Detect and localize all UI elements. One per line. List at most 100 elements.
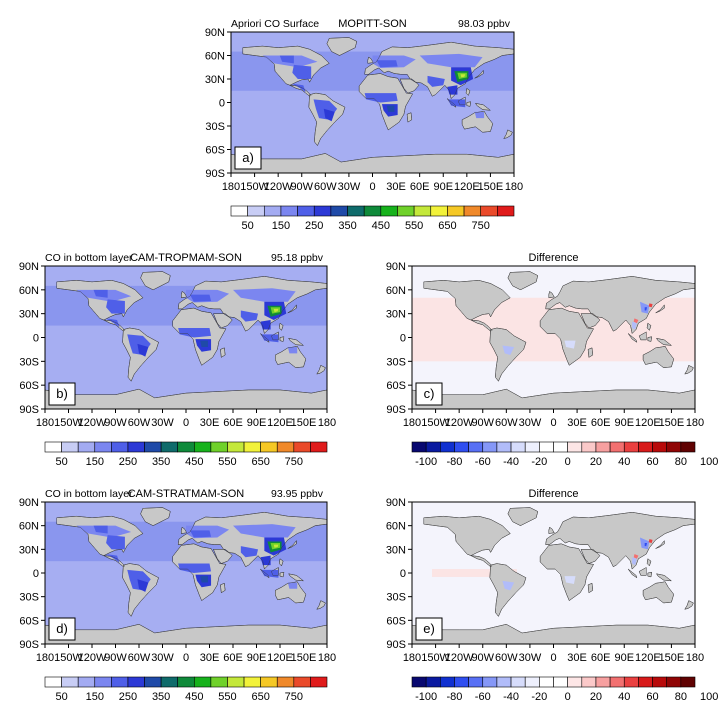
colorbar-swatch — [94, 676, 112, 688]
colorbar-swatch — [44, 676, 62, 688]
lon-tick-label: 120W — [264, 181, 293, 193]
colorbar-swatch — [680, 676, 696, 688]
colorbar-swatch — [347, 205, 365, 217]
colorbar-label: 60 — [646, 691, 658, 703]
lon-tick-label: 120W — [445, 417, 474, 429]
lon-tick-label: 180 — [318, 417, 336, 429]
colorbar-label: 650 — [251, 456, 269, 468]
colorbar-label: 0 — [565, 456, 571, 468]
lat-tick-label: 60N — [386, 521, 406, 533]
colorbar-swatch — [609, 676, 625, 688]
colorbar-swatch — [652, 441, 667, 453]
lat-tick-label: 30S — [19, 592, 39, 604]
lat-tick-label: 0 — [400, 333, 406, 345]
lon-tick-label: 0 — [550, 652, 556, 664]
lat-tick-label: 90S — [19, 404, 39, 416]
colorbar-swatch — [144, 441, 162, 453]
lon-tick-label: 180 — [36, 417, 54, 429]
lat-tick-label: 90N — [386, 261, 406, 273]
colorbar-swatch — [111, 441, 129, 453]
colorbar-label: 550 — [218, 456, 236, 468]
colorbar-label: -100 — [415, 691, 437, 703]
colorbar-swatch — [638, 441, 653, 453]
lon-tick-label: 120E — [267, 417, 293, 429]
lon-tick-label: 90E — [433, 181, 453, 193]
colorbar-label: 20 — [590, 456, 602, 468]
colorbar-swatch — [468, 676, 484, 688]
map-area — [45, 502, 327, 644]
colorbar-swatch — [330, 205, 348, 217]
lon-tick-label: 120W — [78, 417, 107, 429]
colorbar-co: 50 150 250 350 450 550 650 750 — [44, 676, 328, 703]
colorbar-label: 750 — [285, 456, 303, 468]
colorbar-label: 50 — [55, 691, 67, 703]
lon-tick-label: 30E — [200, 417, 220, 429]
colorbar-swatch — [127, 676, 145, 688]
colorbar-label: 150 — [86, 691, 104, 703]
colorbar-swatch — [496, 676, 512, 688]
lat-tick-label: 60S — [19, 380, 39, 392]
colorbar-swatch — [553, 676, 568, 688]
colorbar-swatch — [411, 676, 427, 688]
lon-tick-label: 90W — [104, 417, 127, 429]
lon-tick-label: 60W — [128, 417, 151, 429]
colorbar-swatch — [581, 676, 597, 688]
colorbar-label: 150 — [86, 456, 104, 468]
colorbar-swatch — [425, 676, 441, 688]
colorbar-swatch — [595, 676, 611, 688]
colorbar-swatch — [94, 441, 112, 453]
panel-letter: b) — [56, 386, 68, 401]
colorbar-swatch — [454, 441, 469, 453]
colorbar-label: 350 — [152, 691, 170, 703]
colorbar-label: 350 — [338, 220, 356, 232]
lon-tick-label: 120E — [635, 652, 661, 664]
colorbar-swatch — [666, 441, 682, 453]
panel-title-right: 95.18 ppbv — [271, 252, 324, 264]
lat-tick-label: 0 — [33, 568, 39, 580]
colorbar-label: 550 — [218, 691, 236, 703]
panel-title-left: CO in bottom layer — [45, 252, 133, 264]
lat-tick-label: 90S — [19, 639, 39, 651]
colorbar-label: 250 — [119, 691, 137, 703]
colorbar-swatch — [227, 676, 245, 688]
colorbar-swatch — [539, 441, 554, 453]
colorbar-swatch — [468, 441, 484, 453]
lat-tick-label: 30S — [386, 356, 406, 368]
colorbar-swatch — [111, 676, 129, 688]
colorbar-label: 450 — [185, 456, 203, 468]
colorbar-label: 550 — [405, 220, 423, 232]
colorbar-label: 50 — [242, 220, 254, 232]
colorbar-swatch — [144, 676, 162, 688]
colorbar-swatch — [193, 676, 212, 688]
lon-tick-label: 30E — [567, 652, 587, 664]
colorbar-swatch — [260, 676, 278, 688]
lat-tick-label: 90N — [19, 261, 39, 273]
lat-tick-label: 0 — [219, 98, 225, 110]
colorbar-label: -20 — [531, 456, 547, 468]
lon-tick-label: 30W — [151, 417, 174, 429]
lon-tick-label: 30W — [519, 417, 542, 429]
colorbar-swatch — [160, 441, 179, 453]
colorbar-swatch — [210, 676, 228, 688]
map-area — [412, 266, 695, 409]
colorbar-swatch — [276, 676, 295, 688]
colorbar-label: -20 — [531, 691, 547, 703]
panel-letter: a) — [242, 150, 254, 165]
lon-tick-label: 30E — [200, 652, 220, 664]
colorbar-swatch — [680, 441, 696, 453]
panel-title: Difference — [529, 488, 579, 500]
lon-tick-label: 90E — [247, 417, 267, 429]
panel-letter: e) — [423, 621, 435, 636]
colorbar-swatch — [44, 441, 62, 453]
colorbar-label: 450 — [372, 220, 390, 232]
colorbar-swatch — [553, 441, 568, 453]
colorbar-label: 50 — [55, 456, 67, 468]
lon-tick-label: 150E — [659, 417, 685, 429]
lat-tick-label: 0 — [400, 568, 406, 580]
